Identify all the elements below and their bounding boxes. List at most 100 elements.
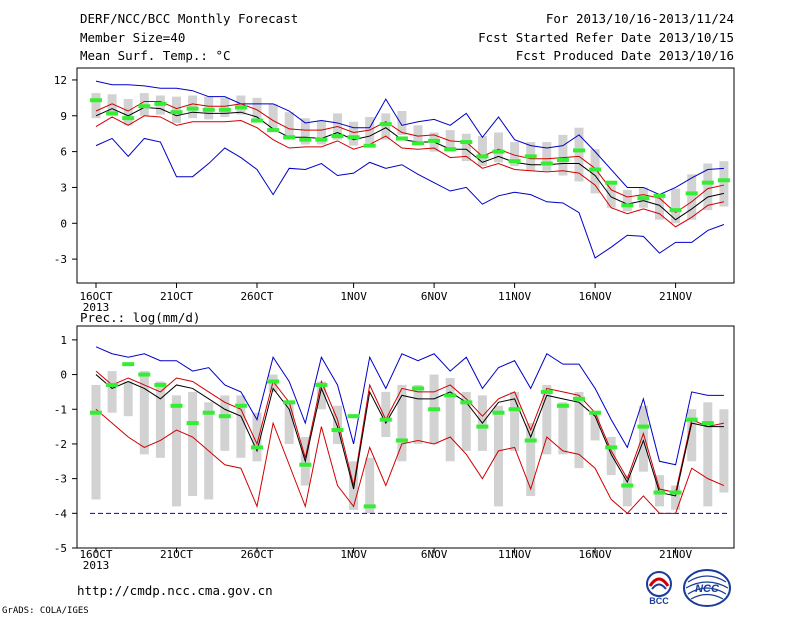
temp-inner-low-line	[95, 115, 725, 228]
temp-spread-box	[542, 142, 552, 171]
temp-member-mark	[524, 154, 537, 159]
temp-member-mark	[637, 196, 650, 201]
temp-member-mark	[267, 128, 280, 133]
temp-ytick-label: 6	[60, 146, 67, 159]
prec-member-mark	[444, 393, 457, 398]
temp-member-mark	[379, 122, 392, 127]
temp-member-mark	[460, 140, 473, 145]
temp-member-mark	[202, 107, 215, 112]
prec-member-mark	[637, 424, 650, 429]
prec-spread-box	[622, 475, 632, 507]
temp-member-mark	[234, 105, 247, 110]
prec-member-mark	[234, 403, 247, 408]
prec-spread-box	[671, 485, 681, 510]
prec-member-mark	[540, 389, 553, 394]
prec-spread-box	[638, 405, 648, 472]
temp-xtick-label: 1NOV	[340, 290, 367, 303]
temp-spread-box	[671, 188, 681, 224]
temp-member-mark	[476, 154, 489, 159]
ncc-logo: NCC	[683, 569, 731, 607]
prec-member-mark	[154, 382, 167, 387]
prec-spread-box	[703, 402, 713, 507]
produced-date-label: Fcst Produced Date 2013/10/16	[515, 48, 734, 63]
prec-member-mark	[251, 445, 263, 450]
prec-member-mark	[669, 490, 682, 495]
temp-member-mark	[685, 191, 698, 196]
temp-member-mark	[363, 143, 376, 148]
temp-plot-frame	[76, 67, 735, 284]
prec-spread-box	[252, 412, 262, 462]
temp-spread-box	[622, 189, 632, 212]
prec-mean-line	[95, 374, 724, 497]
temp-member-mark	[508, 159, 521, 164]
temp-spread-box	[477, 136, 487, 166]
prec-spread-box	[606, 437, 616, 476]
started-refer-date-label: Fcst Started Refer Date 2013/10/15	[478, 30, 734, 45]
temp-ytick-label: 9	[60, 110, 67, 123]
prec-member-mark	[331, 428, 344, 433]
temp-spread-box	[703, 163, 713, 211]
temp-xtick-label: 26OCT	[240, 290, 273, 303]
temp-mean-line	[95, 106, 725, 221]
temp-spread-box	[284, 112, 294, 140]
temp-member-mark	[589, 167, 602, 172]
prec-spread-box	[220, 395, 230, 451]
temp-member-mark	[170, 110, 183, 115]
temp-member-mark	[653, 193, 666, 198]
prec-spread-box	[687, 409, 697, 462]
prec-ytick-label: -4	[54, 507, 68, 520]
prec-spread-box	[139, 371, 149, 455]
bcc-logo: BCC	[646, 571, 672, 606]
source-url[interactable]: http://cmdp.ncc.cma.gov.cn	[77, 583, 273, 598]
prec-outer-high-line	[95, 346, 724, 466]
temp-spread-box	[574, 127, 584, 182]
prec-ytick-label: -3	[54, 473, 67, 486]
temp-inner-high-line	[95, 100, 725, 214]
prec-member-mark	[267, 379, 280, 384]
prec-spread-box	[574, 391, 584, 469]
temp-xtick-label: 21NOV	[659, 290, 692, 303]
temp-member-mark	[251, 118, 263, 123]
prec-spread-box	[397, 384, 407, 462]
prec-spread-box	[494, 405, 503, 507]
prec-spread-box	[413, 384, 423, 444]
temp-spread-box	[655, 197, 664, 220]
prec-member-mark	[90, 410, 102, 415]
prec-member-mark	[524, 438, 537, 443]
temp-spread-box	[687, 174, 697, 220]
member-size-label: Member Size=40	[80, 30, 186, 45]
prec-member-mark	[621, 483, 634, 488]
prec-member-mark	[653, 490, 666, 495]
prec-spread-box	[284, 402, 294, 444]
prec-plot-frame	[76, 325, 735, 549]
temp-member-mark	[669, 208, 682, 213]
temp-spread-box	[381, 113, 391, 140]
prec-member-mark	[122, 362, 135, 367]
temp-member-mark	[347, 135, 360, 140]
temp-member-mark	[186, 106, 199, 111]
prec-spread-box	[188, 391, 198, 496]
temp-member-mark	[605, 180, 618, 185]
prec-spread-box	[172, 395, 181, 507]
prec-spread-box	[155, 381, 165, 458]
temp-ytick-label: 3	[60, 181, 67, 194]
temp-outer-high-line	[95, 80, 724, 196]
prec-xtick-label: 6NOV	[421, 548, 448, 561]
temp-spread-box	[510, 142, 520, 166]
prec-member-mark	[556, 403, 569, 408]
prec-spread-box	[236, 395, 246, 458]
temp-member-mark	[154, 101, 167, 106]
prec-member-mark	[460, 400, 473, 405]
prec-spread-box	[461, 391, 471, 451]
temp-member-mark	[556, 157, 569, 162]
prec-member-mark	[202, 410, 215, 415]
temp-ytick-label: 12	[54, 74, 67, 87]
temp-member-mark	[444, 147, 457, 152]
temp-spread-box	[349, 121, 359, 146]
temp-member-mark	[315, 137, 328, 142]
temp-member-mark	[106, 111, 119, 116]
prec-spread-box	[316, 381, 326, 410]
temp-ytick-label: 0	[60, 217, 67, 230]
prec-member-mark	[315, 382, 328, 387]
